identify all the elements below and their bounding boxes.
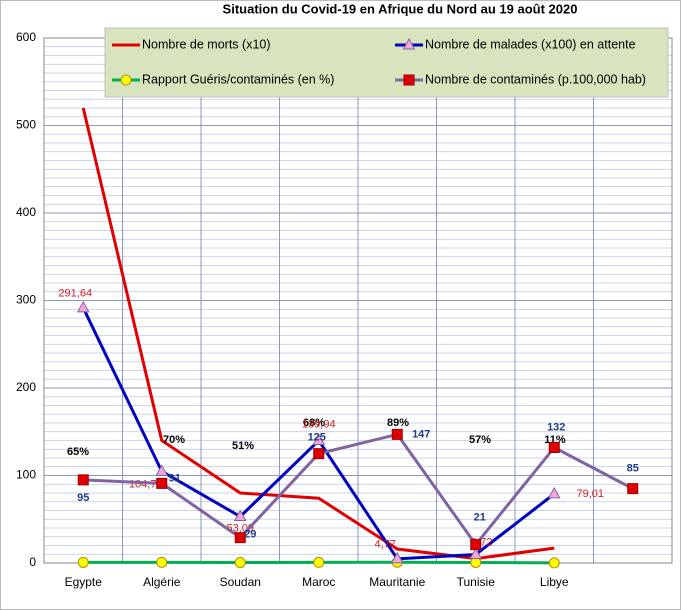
point-marker bbox=[156, 556, 168, 568]
point-marker bbox=[77, 556, 89, 568]
x-tick-label: Maroc bbox=[302, 575, 335, 589]
data-label: 139,94 bbox=[302, 418, 336, 430]
y-tick-label: 600 bbox=[16, 30, 36, 44]
point-marker bbox=[77, 474, 89, 486]
point-marker bbox=[156, 477, 168, 489]
data-label: 51% bbox=[232, 440, 254, 452]
legend-label: Nombre de malades (x100) en attente bbox=[425, 37, 636, 51]
legend-box bbox=[104, 27, 669, 98]
x-tick-label: Algérie bbox=[143, 575, 181, 589]
point-marker bbox=[313, 556, 325, 568]
data-label: 79,01 bbox=[576, 488, 604, 500]
data-label: 125 bbox=[308, 432, 326, 444]
point-marker bbox=[547, 486, 561, 499]
point-marker bbox=[470, 557, 482, 569]
y-tick-label: 400 bbox=[16, 205, 36, 219]
data-label: 95 bbox=[77, 492, 89, 504]
point-marker bbox=[233, 509, 247, 522]
data-label: 65% bbox=[67, 446, 89, 458]
point-marker bbox=[391, 428, 403, 440]
legend-marker bbox=[402, 37, 416, 50]
point-marker bbox=[234, 532, 246, 544]
point-marker bbox=[470, 539, 482, 551]
point-marker bbox=[627, 483, 639, 495]
point-marker bbox=[234, 557, 246, 569]
y-tick-label: 100 bbox=[16, 468, 36, 482]
y-tick-label: 500 bbox=[16, 118, 36, 132]
y-tick-label: 200 bbox=[16, 380, 36, 394]
point-marker bbox=[390, 551, 404, 564]
x-tick-label: Tunisie bbox=[457, 575, 496, 589]
point-marker bbox=[548, 557, 560, 569]
y-tick-label: 300 bbox=[16, 293, 36, 307]
data-label: 29 bbox=[244, 529, 256, 541]
legend-label: Nombre de contaminés (p.100,000 hab) bbox=[425, 72, 646, 86]
data-label: 91 bbox=[169, 472, 181, 484]
x-tick-label: Libye bbox=[540, 575, 569, 589]
x-tick-label: Soudan bbox=[220, 575, 261, 589]
point-marker bbox=[155, 464, 169, 476]
legend-marker bbox=[120, 74, 132, 86]
data-label: 85 bbox=[627, 463, 639, 475]
point-marker bbox=[469, 547, 483, 559]
series-line bbox=[83, 432, 634, 548]
data-label: 21 bbox=[474, 512, 486, 524]
point-marker bbox=[76, 300, 90, 313]
chart-title: Situation du Covid-19 en Afrique du Nord… bbox=[223, 1, 578, 16]
legend-marker bbox=[403, 74, 415, 86]
data-label: 89% bbox=[387, 417, 409, 429]
legend-label: Rapport Guéris/contaminés (en %) bbox=[142, 72, 334, 86]
data-label: 70% bbox=[163, 434, 185, 446]
data-label: 68% bbox=[303, 417, 325, 429]
y-tick-label: 0 bbox=[29, 555, 36, 569]
x-tick-label: Egypte bbox=[65, 575, 103, 589]
x-tick-label: Mauritanie bbox=[369, 575, 425, 589]
point-marker bbox=[312, 433, 326, 446]
point-marker bbox=[313, 448, 325, 460]
data-label: 132 bbox=[547, 421, 565, 433]
data-label: 147 bbox=[412, 428, 430, 440]
point-marker bbox=[548, 442, 560, 453]
legend-label: Nombre de morts (x10) bbox=[142, 37, 271, 51]
data-label: 291,64 bbox=[58, 288, 92, 300]
data-label: 57% bbox=[469, 434, 491, 446]
data-label: 4,77 bbox=[375, 539, 396, 551]
